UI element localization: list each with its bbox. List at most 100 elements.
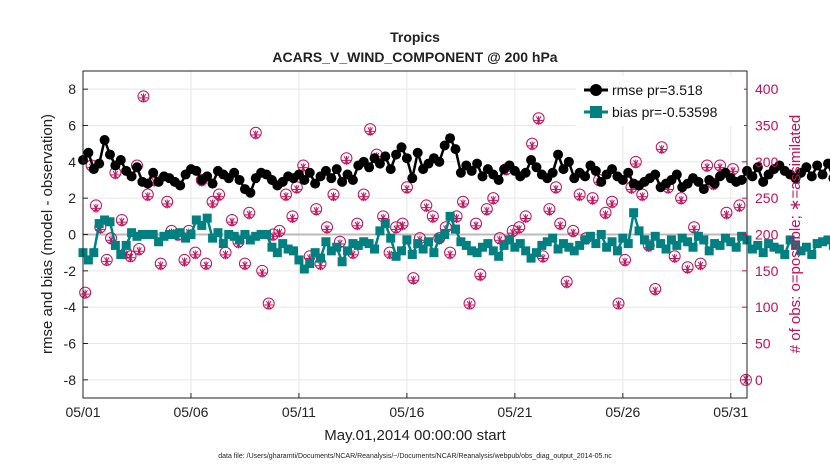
legend-rmse-label: rmse pr=3.518 bbox=[612, 82, 703, 98]
obs-assimilated-point bbox=[601, 210, 611, 220]
rmse-point bbox=[526, 155, 537, 166]
obs-assimilated-point bbox=[702, 163, 712, 173]
bias-point bbox=[208, 233, 218, 243]
obs-assimilated-point bbox=[527, 141, 537, 151]
obs-assimilated-point bbox=[614, 300, 624, 310]
obs-assimilated-point bbox=[408, 275, 418, 285]
obs-assimilated-point bbox=[281, 192, 291, 202]
bias-point bbox=[548, 233, 558, 243]
obs-assimilated-point bbox=[521, 214, 531, 224]
rmse-point bbox=[553, 149, 564, 160]
rmse-point bbox=[472, 158, 483, 169]
bias-point bbox=[159, 231, 169, 241]
rmse-point bbox=[304, 167, 315, 178]
bias-point bbox=[116, 249, 126, 259]
bias-point bbox=[575, 240, 585, 250]
obs-assimilated-point bbox=[251, 130, 261, 140]
bias-point bbox=[181, 233, 191, 243]
obs-assimilated-point bbox=[402, 184, 412, 194]
bias-point bbox=[202, 213, 212, 223]
bias-point bbox=[504, 235, 514, 245]
bias-point bbox=[299, 264, 309, 274]
x-tick-label: 05/06 bbox=[173, 404, 208, 420]
obs-assimilated-point bbox=[227, 217, 237, 227]
obs-assimilated-point bbox=[341, 155, 351, 165]
bias-point bbox=[359, 237, 369, 247]
obs-assimilated-point bbox=[221, 250, 231, 260]
obs-assimilated-point bbox=[445, 250, 455, 260]
y-tick-label: -6 bbox=[64, 336, 77, 352]
bias-point bbox=[677, 233, 687, 243]
obs-assimilated-point bbox=[257, 268, 267, 278]
y-tick-label: 0 bbox=[68, 227, 76, 243]
bias-point bbox=[272, 248, 282, 258]
bias-point bbox=[564, 242, 574, 252]
rmse-point bbox=[104, 149, 115, 160]
bias-point bbox=[170, 230, 180, 239]
obs-assimilated-point bbox=[620, 257, 630, 267]
obs-assimilated-point bbox=[534, 115, 544, 125]
obs-assimilated-point bbox=[365, 126, 375, 136]
x-tick-label: 05/16 bbox=[389, 404, 424, 420]
rmse-point bbox=[347, 175, 358, 185]
obs-assimilated-point bbox=[551, 184, 561, 194]
bias-point bbox=[450, 224, 460, 234]
bias-point bbox=[391, 251, 401, 261]
obs-assimilated-point bbox=[607, 199, 617, 209]
bias-point bbox=[801, 242, 811, 252]
bias-point bbox=[726, 237, 736, 247]
obs-assimilated-point bbox=[588, 195, 598, 205]
obs-assimilated-point bbox=[391, 224, 401, 234]
obs-assimilated-point bbox=[421, 203, 431, 213]
rmse-point bbox=[450, 144, 461, 155]
bias-point bbox=[467, 246, 477, 256]
rmse-point bbox=[477, 171, 488, 182]
bias-point bbox=[521, 246, 531, 256]
bias-point bbox=[731, 242, 741, 252]
obs-assimilated-point bbox=[575, 192, 585, 202]
rmse-point bbox=[126, 171, 137, 182]
rmse-point bbox=[558, 164, 569, 175]
obs-assimilated-point bbox=[134, 246, 144, 256]
bias-point bbox=[785, 235, 795, 245]
bias-point bbox=[580, 235, 590, 245]
rmse-point bbox=[207, 178, 218, 189]
obs-assimilated-point bbox=[143, 192, 153, 202]
bias-point bbox=[105, 217, 115, 227]
rmse-point bbox=[83, 147, 94, 158]
rmse-point bbox=[650, 169, 661, 180]
y-tick-label: -2 bbox=[64, 263, 77, 279]
legend-bias-label: bias pr=-0.53598 bbox=[612, 104, 718, 120]
bias-point bbox=[639, 235, 649, 245]
rmse-point bbox=[531, 162, 542, 173]
obs-assimilated-point bbox=[538, 253, 548, 263]
obs-assimilated-point bbox=[631, 159, 641, 169]
bias-point bbox=[445, 211, 455, 221]
rmse-point bbox=[310, 178, 321, 189]
obs-assimilated-point bbox=[138, 93, 148, 103]
bias-point bbox=[461, 240, 471, 250]
x-tick-label: 05/01 bbox=[65, 404, 100, 420]
obs-assimilated-point bbox=[91, 203, 101, 213]
obs-assimilated-point bbox=[126, 253, 136, 263]
bias-point bbox=[607, 237, 617, 247]
bias-point bbox=[186, 230, 196, 239]
obs-markers bbox=[79, 90, 752, 386]
obs-assimilated-point bbox=[544, 206, 554, 216]
y-tick-labels: 8 6 4 2 0 -2 -4 -6 -8 bbox=[64, 81, 77, 388]
bias-point bbox=[807, 249, 817, 259]
bias-point bbox=[83, 255, 93, 265]
obs-assimilated-point bbox=[316, 261, 326, 271]
bias-point bbox=[661, 244, 671, 254]
bias-point bbox=[510, 242, 520, 252]
bias-point bbox=[634, 226, 644, 236]
bias-point bbox=[148, 230, 158, 239]
obs-assimilated-point bbox=[214, 192, 224, 202]
y-tick-label: 6 bbox=[68, 118, 76, 134]
obs-assimilated-point bbox=[352, 221, 362, 231]
bias-point bbox=[515, 239, 525, 249]
rmse-point bbox=[520, 167, 531, 178]
rmse-point bbox=[547, 167, 558, 178]
legend: rmse pr=3.518 bias pr=-0.53598 bbox=[576, 76, 744, 126]
